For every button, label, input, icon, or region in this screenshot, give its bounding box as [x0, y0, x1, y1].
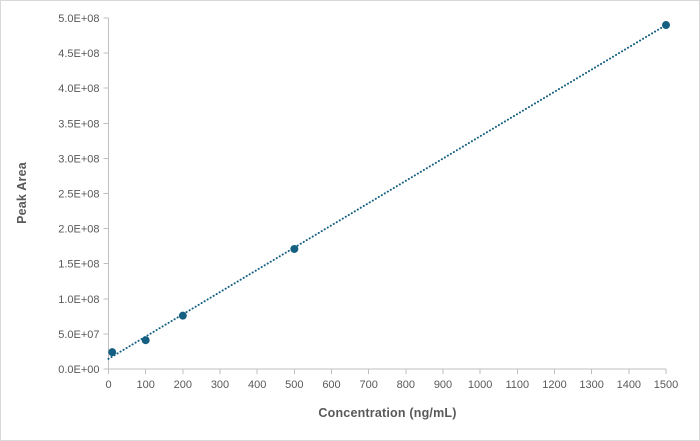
x-tick-label: 200 [174, 379, 192, 391]
y-tick-label: 1.0E+08 [58, 294, 99, 306]
x-tick-label: 1200 [542, 379, 566, 391]
y-tick-label: 5.0E+08 [58, 13, 99, 25]
x-tick-label: 500 [285, 379, 303, 391]
y-axis-title: Peak Area [15, 162, 29, 224]
x-tick-label: 300 [211, 379, 229, 391]
data-point-200 [178, 311, 187, 320]
x-tick-label: 900 [434, 379, 452, 391]
x-tick-label: 0 [105, 379, 111, 391]
y-tick-label: 4.0E+08 [58, 83, 99, 95]
y-tick-label: 0.0E+00 [58, 364, 99, 376]
data-point-100 [141, 336, 150, 345]
x-tick-label: 1000 [468, 379, 492, 391]
x-axis-title: Concentration (ng/mL) [318, 406, 457, 420]
y-tick-label: 3.0E+08 [58, 153, 99, 165]
x-tick-label: 1500 [654, 379, 678, 391]
x-tick-label: 700 [359, 379, 377, 391]
x-tick-label: 800 [397, 379, 415, 391]
y-tick-label: 5.0E+07 [58, 329, 99, 341]
data-point-500 [290, 244, 299, 253]
y-tick-label: 1.5E+08 [58, 259, 99, 271]
x-tick-label: 1400 [617, 379, 641, 391]
y-tick-label: 2.0E+08 [58, 224, 99, 236]
x-tick-label: 600 [322, 379, 340, 391]
y-tick-label: 3.5E+08 [58, 118, 99, 130]
y-tick-label: 2.5E+08 [58, 189, 99, 201]
trendline-dotted [107, 24, 667, 360]
x-tick-label: 400 [248, 379, 266, 391]
x-tick-label: 1300 [579, 379, 603, 391]
x-tick-label: 100 [136, 379, 154, 391]
data-point-10 [108, 348, 117, 357]
x-tick-label: 1100 [506, 379, 530, 391]
data-point-1500 [662, 21, 670, 30]
y-tick-label: 4.5E+08 [58, 48, 99, 60]
